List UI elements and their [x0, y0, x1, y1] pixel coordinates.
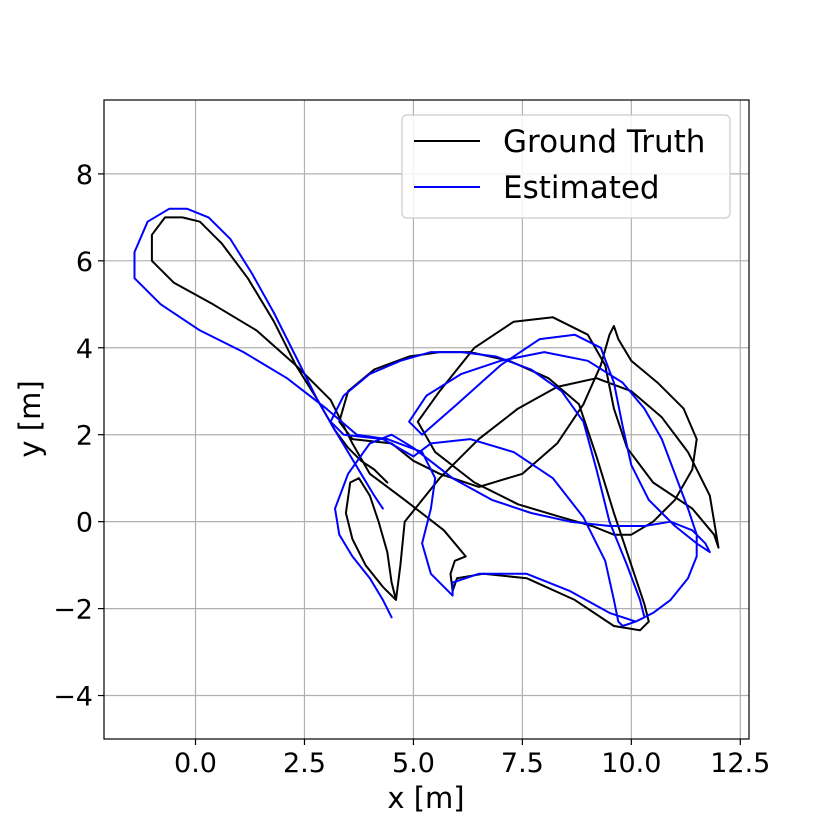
y-tick-label: −4 — [53, 682, 93, 713]
y-tick-labels: −4 −2 0 2 4 6 8 — [53, 160, 93, 713]
y-tick-label: 2 — [76, 421, 93, 452]
y-tick-label: 6 — [76, 247, 93, 278]
x-tick-label: 10.0 — [601, 748, 661, 779]
series-line-estimated — [133, 207, 711, 627]
legend-box — [401, 114, 731, 219]
x-tick-label: 12.5 — [710, 748, 770, 779]
y-tick-label: 0 — [76, 508, 93, 539]
x-axis-label: x [m] — [387, 781, 464, 815]
ticks — [98, 173, 741, 745]
x-tick-label: 2.5 — [283, 748, 326, 779]
x-tick-label: 0.0 — [174, 748, 217, 779]
series-layer — [133, 207, 720, 632]
y-tick-label: 4 — [76, 334, 93, 365]
x-tick-label: 7.5 — [501, 748, 544, 779]
y-tick-label: 8 — [76, 160, 93, 191]
x-tick-labels: 0.0 2.5 5.0 7.5 10.0 12.5 — [174, 748, 770, 779]
legend-label-ground-truth: Ground Truth — [503, 124, 705, 160]
x-tick-label: 5.0 — [392, 748, 435, 779]
plot-frame — [103, 99, 750, 740]
legend-label-estimated: Estimated — [503, 170, 660, 206]
y-tick-label: −2 — [53, 595, 93, 626]
legend: Ground Truth Estimated — [401, 114, 731, 219]
series-line-ground-truth — [150, 216, 720, 632]
y-axis-label: y [m] — [13, 380, 47, 457]
